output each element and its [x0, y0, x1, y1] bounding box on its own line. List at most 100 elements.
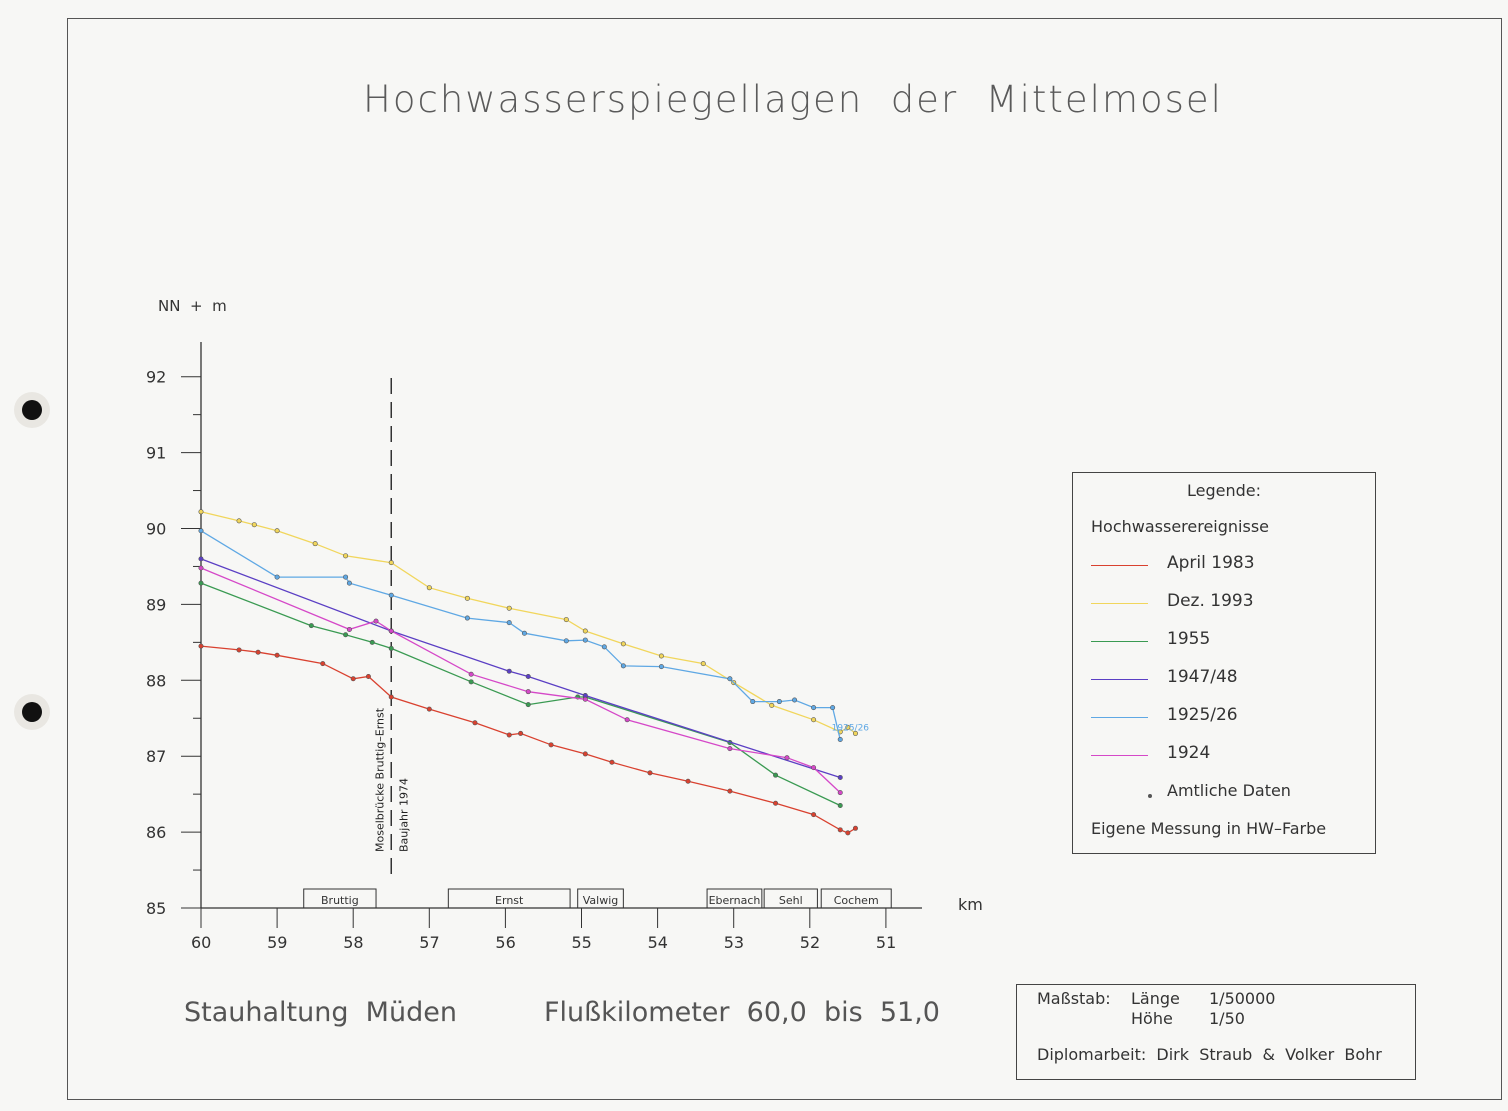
legend-item: Dez. 1993: [1091, 591, 1371, 611]
data-point: [563, 638, 569, 644]
length-value: 1/50000: [1209, 989, 1276, 1008]
data-point: [388, 592, 394, 598]
legend-item-label: April 1983: [1167, 553, 1255, 573]
data-point: [274, 528, 280, 534]
data-point: [548, 742, 554, 748]
data-point: [830, 705, 836, 711]
data-point: [388, 560, 394, 566]
data-point: [255, 649, 261, 655]
x-tick-label: 58: [343, 933, 363, 952]
data-point: [837, 737, 843, 743]
y-tick-label: 92: [146, 368, 166, 387]
data-point: [773, 772, 779, 778]
data-point: [198, 528, 204, 534]
data-point: [506, 668, 512, 674]
data-point: [373, 618, 379, 624]
x-axis-label: km: [958, 895, 983, 914]
data-point: [312, 541, 318, 547]
data-point: [468, 679, 474, 685]
data-point: [624, 717, 630, 723]
legend-swatch: [1091, 755, 1148, 756]
town-box: [303, 888, 377, 909]
town-label: Bruttig: [321, 894, 359, 907]
height-value: 1/50: [1209, 1009, 1245, 1028]
legend-swatch: [1091, 641, 1148, 642]
data-point: [343, 553, 349, 559]
data-point: [582, 628, 588, 634]
legend-item-label: 1947/48: [1167, 667, 1238, 687]
legend-box: Legende: Hochwasserereignisse April 1983…: [1072, 472, 1376, 854]
legend-swatch: [1091, 679, 1148, 680]
data-point: [236, 647, 242, 653]
data-point: [727, 746, 733, 752]
data-point: [365, 674, 371, 680]
x-tick-label: 56: [495, 933, 515, 952]
data-point: [198, 565, 204, 571]
data-point: [582, 637, 588, 643]
data-point: [343, 574, 349, 580]
data-point: [472, 720, 478, 726]
data-point: [388, 628, 394, 634]
data-point: [198, 509, 204, 515]
series-line: [200, 558, 841, 779]
y-tick-label: 87: [146, 747, 166, 766]
data-point: [274, 652, 280, 658]
data-point: [525, 689, 531, 695]
series-annotation-label: 1925/26: [832, 723, 870, 733]
town-box: [447, 888, 571, 909]
data-point: [792, 697, 798, 703]
x-tick-label: 53: [724, 933, 744, 952]
data-point: [320, 661, 326, 667]
data-point: [251, 522, 257, 528]
legend-item: 1925/26: [1091, 705, 1371, 725]
y-tick-label: 88: [146, 671, 166, 690]
series-line: [200, 582, 841, 807]
data-point: [700, 661, 706, 667]
data-point: [811, 717, 817, 723]
data-point: [350, 676, 356, 682]
y-tick-label: 86: [146, 823, 166, 842]
series-line: [200, 567, 841, 794]
data-point: [811, 765, 817, 771]
length-label: Länge: [1131, 989, 1180, 1008]
data-point: [274, 574, 280, 580]
data-point: [198, 580, 204, 586]
data-point: [426, 706, 432, 712]
data-point: [506, 620, 512, 626]
bridge-label: Moselbrücke Bruttig–Ernst: [373, 707, 386, 852]
data-point: [647, 770, 653, 776]
legend-official-data-label: Amtliche Daten: [1167, 781, 1291, 800]
data-point: [198, 556, 204, 562]
series-line: [200, 530, 841, 740]
data-point: [582, 696, 588, 702]
data-point: [845, 830, 851, 836]
data-point: [525, 674, 531, 680]
chart-title: Hochwasserspiegellagen der Mittelmosel: [363, 78, 1223, 121]
legend-item-label: 1925/26: [1167, 705, 1238, 725]
data-point: [521, 630, 527, 636]
data-point: [845, 724, 851, 730]
data-point: [369, 639, 375, 645]
legend-item-label: 1955: [1167, 629, 1211, 649]
data-point: [620, 641, 626, 647]
town-box: [577, 888, 624, 909]
data-point: [468, 671, 474, 677]
x-tick-label: 60: [191, 933, 211, 952]
data-point: [837, 790, 843, 796]
town-label: Ernst: [495, 894, 524, 907]
data-point: [601, 644, 607, 650]
data-point: [811, 705, 817, 711]
data-point: [837, 774, 843, 780]
bridge-year-label: Baujahr 1974: [397, 778, 410, 852]
legend-title: Legende:: [1186, 481, 1261, 500]
data-point: [464, 615, 470, 621]
data-point: [346, 626, 352, 632]
town-label: Ebernach: [709, 894, 761, 907]
data-point: [388, 694, 394, 700]
data-point: [852, 730, 858, 736]
town-box: [706, 888, 763, 909]
data-point: [308, 623, 314, 629]
thesis-authors: Diplomarbeit: Dirk Straub & Volker Bohr: [1037, 1045, 1382, 1064]
data-point: [236, 518, 242, 524]
data-point: [685, 778, 691, 784]
